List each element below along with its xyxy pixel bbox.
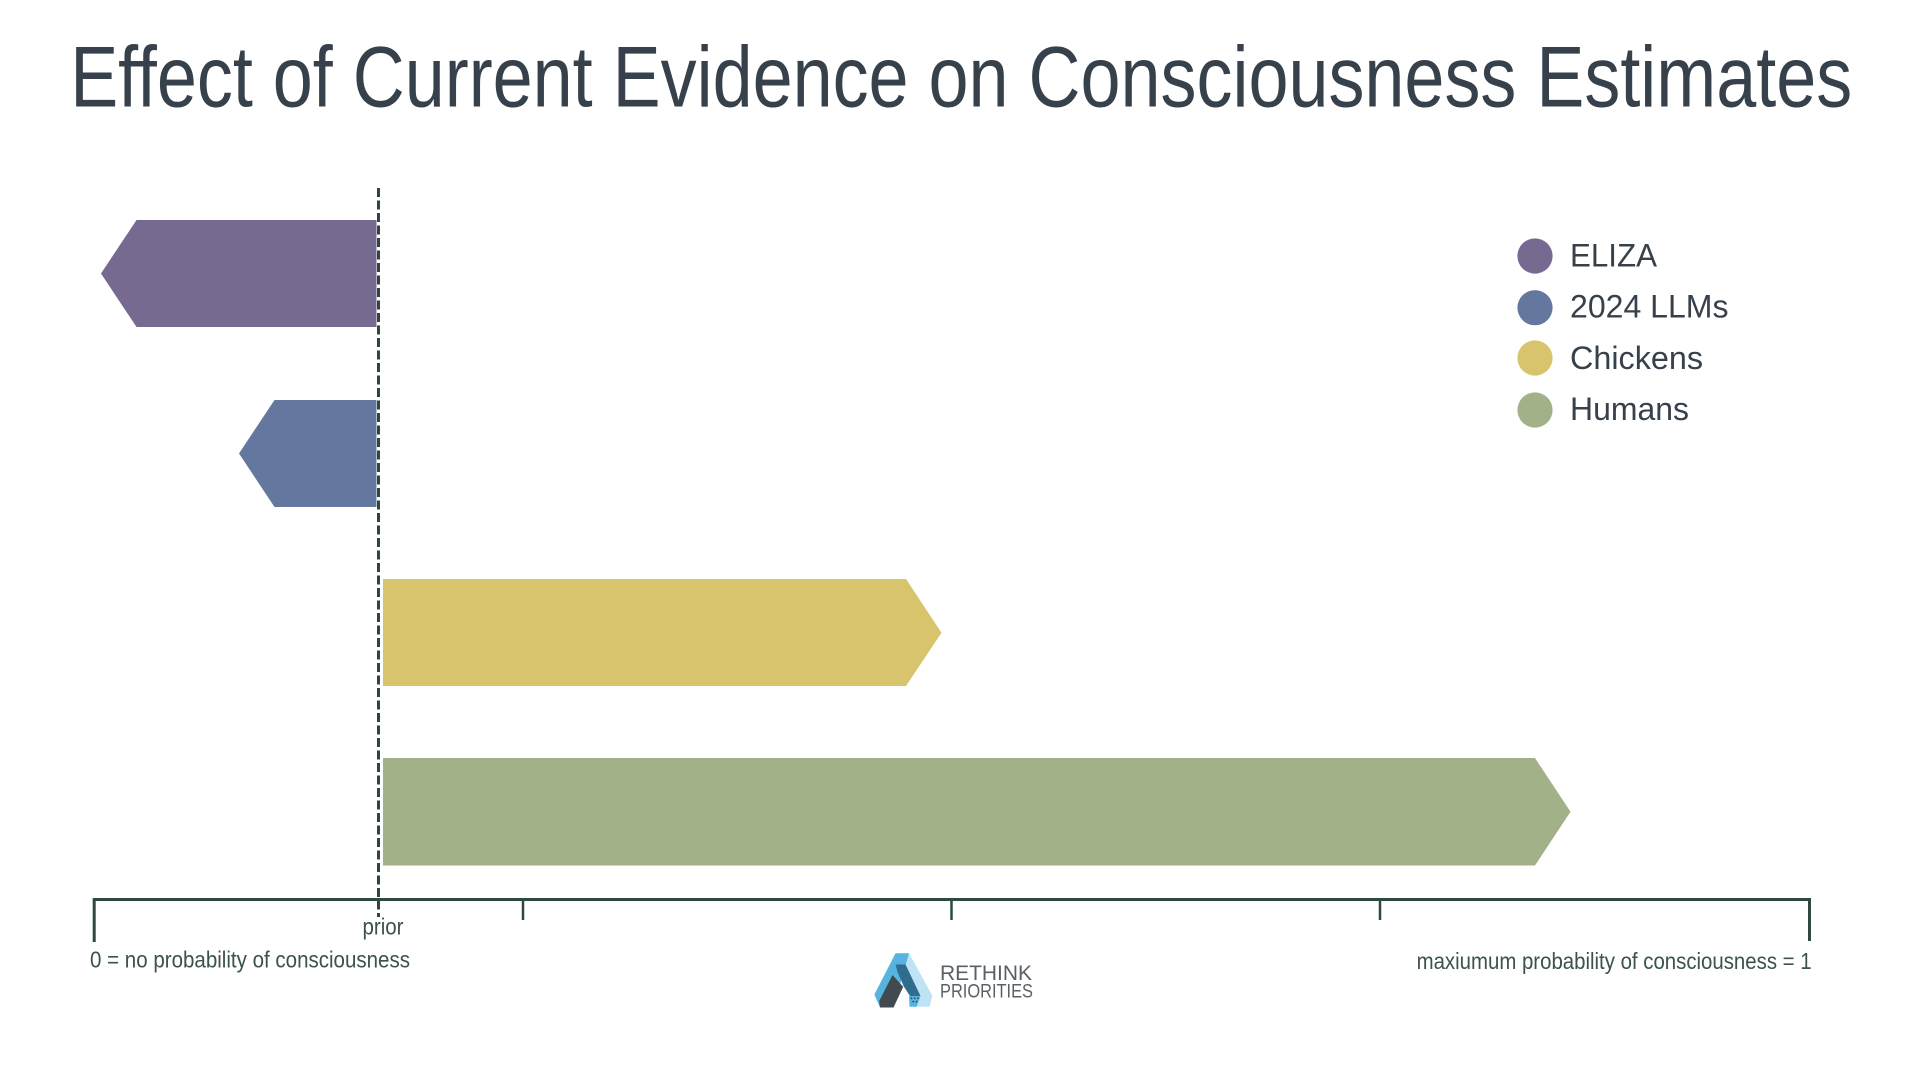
svg-text:prior: prior [363, 913, 404, 939]
svg-text:0 = no probability of consciou: 0 = no probability of consciousness [90, 947, 410, 973]
svg-text:RETHINK: RETHINK [940, 961, 1033, 985]
svg-text:Humans: Humans [1570, 391, 1689, 427]
svg-text:PRIORITIES: PRIORITIES [940, 982, 1033, 1003]
svg-text:Chickens: Chickens [1570, 340, 1703, 376]
svg-text:Effect of Current Evidence on: Effect of Current Evidence on Consciousn… [70, 29, 1852, 125]
svg-text:ELIZA: ELIZA [1570, 237, 1658, 273]
svg-text:2024 LLMs: 2024 LLMs [1570, 289, 1729, 325]
svg-text:maxiumum probability of consci: maxiumum probability of consciousness = … [1417, 948, 1812, 974]
